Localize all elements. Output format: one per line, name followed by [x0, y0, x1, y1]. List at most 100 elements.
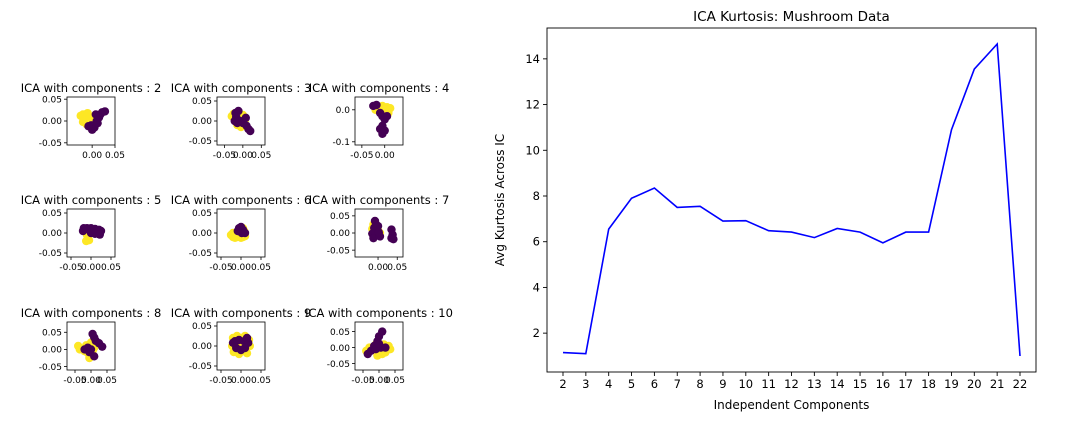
x-tick-label: 0.05: [251, 151, 271, 161]
y-tick-label: 0.05: [42, 328, 62, 338]
x-tick-label: 19: [944, 377, 959, 391]
scatter-points: [227, 106, 255, 136]
scatter-point: [91, 110, 101, 119]
scatter-point: [79, 224, 89, 233]
subplot-title: ICA with components : 3: [171, 81, 312, 95]
y-axis-label: Avg Kurtosis Across IC: [493, 134, 507, 266]
x-tick-label: -0.05: [209, 263, 232, 273]
scatter-point: [389, 234, 398, 244]
scatter-point: [240, 228, 250, 238]
y-tick-label: 4: [533, 280, 540, 294]
x-tick-label: 13: [807, 377, 822, 391]
y-tick-label: 2: [533, 326, 540, 340]
scatter-point: [378, 327, 387, 336]
x-tick-label: 0.00: [231, 376, 251, 386]
y-tick-label: 0.00: [42, 229, 62, 239]
subplot-title: ICA with components : 4: [309, 81, 450, 95]
scatter-points: [368, 216, 398, 244]
y-tick-label: -0.05: [39, 139, 62, 149]
scatter-subplot: ICA with components : 70.00 0.05-0.050.00…: [309, 193, 450, 273]
scatter-point: [372, 100, 381, 110]
x-tick-label: 11: [761, 377, 776, 391]
scatter-subplot: ICA with components : 4 -0.05 0.00 -0.1 0.0: [309, 81, 450, 161]
x-tick-label: 0.00: [368, 263, 388, 273]
scatter-points: [74, 329, 107, 363]
scatter-subplot: ICA with components : 20.00 0.05-0.050.00…: [21, 81, 162, 161]
x-tick-label: 0.05: [251, 263, 271, 273]
x-tick-label: 0.05: [251, 376, 271, 386]
x-tick-label: 2: [559, 377, 566, 391]
y-tick-label: -0.05: [189, 137, 212, 147]
x-tick-label: 18: [921, 377, 936, 391]
scatter-points: [369, 100, 395, 138]
y-tick-label: -0.05: [327, 246, 350, 256]
y-tick-label: 14: [525, 52, 540, 66]
y-tick-label: 6: [533, 235, 540, 249]
y-tick-label: 0.00: [42, 117, 62, 127]
x-tick-label: 0.00: [231, 263, 251, 273]
scatter-point: [84, 122, 93, 131]
kurtosis-series-line: [562, 42, 1021, 357]
x-tick-label: 22: [1013, 377, 1028, 391]
scatter-subplot: ICA with components : 5-0.050.00 0.05-0.0…: [21, 193, 162, 273]
x-tick-label: 0.05: [387, 263, 407, 273]
scatter-subplot: ICA with components : 9-0.050.00 0.05-0.0…: [171, 306, 312, 386]
y-tick-label: -0.1: [332, 138, 350, 148]
y-tick-label: 0.05: [192, 322, 212, 332]
x-tick-label: 9: [719, 377, 726, 391]
y-tick-label: 0.0: [336, 106, 351, 116]
scatter-points: [78, 224, 106, 246]
subplot-title: ICA with components : 5: [21, 193, 162, 207]
scatter-points: [362, 327, 395, 360]
x-tick-label: 0.05: [105, 151, 125, 161]
scatter-point: [242, 333, 252, 343]
y-tick-label: 0.00: [192, 117, 212, 127]
y-tick-label: -0.05: [189, 249, 212, 259]
x-tick-label: 0.05: [101, 263, 121, 273]
x-tick-label: 20: [967, 377, 982, 391]
scatter-point: [373, 221, 383, 231]
y-tick-label: 8: [533, 189, 540, 203]
scatter-point: [382, 112, 392, 121]
scatter-point: [82, 236, 91, 246]
scatter-point: [100, 107, 110, 116]
x-tick-label: 10: [738, 377, 753, 391]
scatter-point: [240, 343, 250, 353]
kurtosis-line-chart: ICA Kurtosis: Mushroom Data 2 3 4 5 6 7 8 9 10 11 1…: [493, 9, 1037, 412]
plot-frame: [546, 27, 1037, 373]
scatter-point: [373, 351, 382, 360]
x-tick-label: 0.05: [385, 376, 405, 386]
x-tick-label: -0.05: [59, 263, 82, 273]
x-tick-label: 0.00: [369, 376, 389, 386]
x-tick-label: -0.05: [213, 151, 236, 161]
x-tick-label: 7: [674, 377, 681, 391]
y-tick-label: 0.05: [192, 97, 212, 107]
x-tick-label: -0.05: [351, 376, 374, 386]
chart-title: ICA Kurtosis: Mushroom Data: [693, 9, 890, 25]
x-tick-label: -0.05: [209, 376, 232, 386]
x-tick-label: 3: [582, 377, 589, 391]
x-tick-label: -0.05: [350, 151, 373, 161]
x-axis-label: Independent Components: [714, 398, 870, 412]
y-tick-label: -0.05: [327, 360, 350, 370]
subplot-title: ICA with components : 6: [171, 193, 312, 207]
subplot-frame: [354, 96, 404, 146]
scatter-point: [233, 226, 242, 236]
scatter-subplot: ICA with components : 10-0.050.000.05-0.…: [305, 306, 453, 386]
scatter-point: [369, 233, 378, 243]
subplot-grid: ICA with components : 20.00 0.05-0.050.00…: [21, 81, 453, 386]
x-tick-label: 5: [628, 377, 635, 391]
y-tick-label: 0.00: [330, 229, 350, 239]
subplot-title: ICA with components : 9: [171, 306, 312, 320]
y-tick-label: 0.05: [192, 209, 212, 219]
scatter-point: [228, 338, 238, 347]
y-tick-label: 0.00: [192, 229, 212, 239]
y-tick-label: 0.05: [330, 212, 350, 222]
x-tick-label: 8: [696, 377, 703, 391]
scatter-subplot: ICA with components : 6-0.050.00 0.05-0.0…: [171, 193, 312, 273]
scatter-point: [90, 352, 99, 361]
scatter-point: [374, 228, 384, 237]
scatter-points: [228, 331, 254, 359]
x-tick-label: 0.05: [97, 376, 117, 386]
